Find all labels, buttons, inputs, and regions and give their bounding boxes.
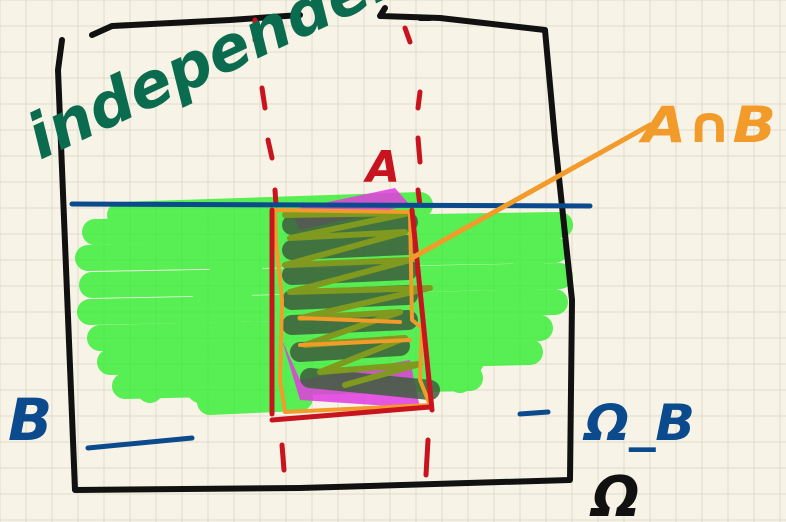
intersection-label: A∩B <box>637 96 776 154</box>
b-label-dash <box>85 435 195 451</box>
omega-b-label: Ω_B <box>582 394 695 452</box>
omega-b-dash <box>517 409 551 417</box>
event-b-label: B <box>8 386 52 454</box>
omega-frame-top-gap <box>377 5 443 21</box>
intersection-pointer <box>409 122 653 261</box>
event-a-label: A <box>363 142 400 193</box>
intersection-olive-zigzag <box>282 210 433 388</box>
omega-label: Ω <box>589 465 640 522</box>
event-a-boundary <box>252 17 435 478</box>
